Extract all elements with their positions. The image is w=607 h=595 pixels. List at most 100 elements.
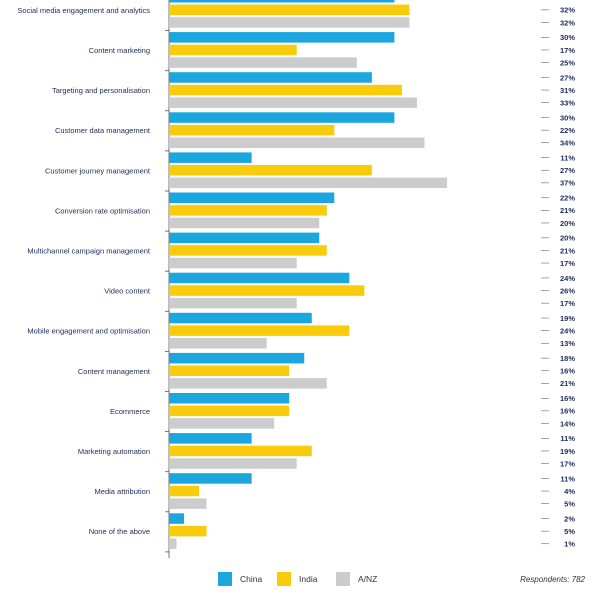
bar-a-nz <box>169 418 275 429</box>
category-label: Video content <box>104 287 151 296</box>
category-label: None of the above <box>89 527 150 536</box>
respondents-note: Respondents: 782 <box>520 575 585 584</box>
bar-china <box>169 272 350 284</box>
legend-label: A/NZ <box>358 574 378 584</box>
chart-footer: China India A/NZ Respondents: 782 <box>0 572 607 592</box>
value-label: 11% <box>560 153 575 162</box>
bar-a-nz <box>169 257 297 269</box>
bar-a-nz <box>169 538 177 549</box>
bar-a-nz <box>169 177 447 189</box>
value-label: 27% <box>560 73 575 82</box>
bar-india <box>169 405 290 417</box>
bar-india <box>169 165 372 176</box>
value-label: 33% <box>560 98 575 107</box>
bar-india <box>169 485 200 497</box>
value-label: 11% <box>560 474 575 483</box>
bar-china <box>169 72 372 83</box>
bar-china <box>169 32 395 43</box>
value-label: 17% <box>560 46 575 55</box>
value-label: 31% <box>560 86 575 95</box>
value-label: 13% <box>560 339 575 348</box>
bar-china <box>169 192 335 203</box>
category-label: Targeting and personalisation <box>52 86 150 95</box>
bar-india <box>169 124 335 136</box>
value-label: 34% <box>560 139 575 148</box>
value-label: 30% <box>560 113 575 122</box>
bar-a-nz <box>169 297 297 309</box>
value-label: 2% <box>564 514 575 523</box>
bar-a-nz <box>169 458 297 469</box>
bar-china <box>169 352 305 364</box>
bar-india <box>169 44 297 56</box>
bar-india <box>169 4 410 16</box>
value-label: 30% <box>560 0 575 2</box>
legend-label: China <box>240 574 263 584</box>
value-label: 20% <box>560 234 575 243</box>
category-label: Social media engagement and analytics <box>17 6 150 15</box>
legend-swatch <box>336 572 350 586</box>
bar-a-nz <box>169 338 267 349</box>
bar-china <box>169 232 320 244</box>
category-label: Content marketing <box>89 46 150 55</box>
value-label: 30% <box>560 33 575 42</box>
value-label: 19% <box>560 314 575 323</box>
value-label: 14% <box>560 419 575 428</box>
value-label: 5% <box>564 499 575 508</box>
legend-swatch <box>218 572 232 586</box>
bar-china <box>169 473 252 484</box>
bar-a-nz <box>169 97 417 108</box>
bar-china <box>169 393 290 404</box>
bar-china <box>169 513 185 524</box>
bar-a-nz <box>169 217 320 229</box>
bar-a-nz <box>169 17 410 28</box>
category-label: Marketing automation <box>78 447 150 456</box>
value-label: 21% <box>560 246 575 255</box>
category-label: Customer data management <box>55 126 151 135</box>
value-label: 32% <box>560 18 575 27</box>
category-label: Content management <box>78 367 151 376</box>
value-label: 16% <box>560 367 575 376</box>
bar-india <box>169 365 290 376</box>
bar-chart: Social media engagement and analytics 30%… <box>17 0 575 558</box>
legend-label: India <box>299 574 318 584</box>
category-label: Conversion rate optimisation <box>55 206 150 215</box>
value-label: 17% <box>560 259 575 268</box>
value-label: 37% <box>560 179 575 188</box>
legend-item-china: China <box>218 572 262 586</box>
category-label: Media attribution <box>95 487 150 496</box>
bar-india <box>169 445 312 457</box>
value-label: 25% <box>560 58 575 67</box>
value-label: 18% <box>560 354 575 363</box>
value-label: 17% <box>560 459 575 468</box>
value-label: 22% <box>560 194 575 203</box>
value-label: 24% <box>560 326 575 335</box>
bar-china <box>169 312 312 324</box>
category-label: Ecommerce <box>110 407 150 416</box>
value-label: 11% <box>560 434 575 443</box>
legend-swatch <box>277 572 291 586</box>
value-label: 16% <box>560 394 575 403</box>
bar-india <box>169 205 327 216</box>
value-label: 5% <box>564 527 575 536</box>
bar-china <box>169 112 395 123</box>
value-label: 16% <box>560 407 575 416</box>
bar-india <box>169 84 402 96</box>
value-label: 4% <box>564 487 575 496</box>
bar-a-nz <box>169 498 207 509</box>
value-label: 26% <box>560 286 575 295</box>
value-label: 21% <box>560 206 575 215</box>
value-label: 20% <box>560 219 575 228</box>
value-label: 1% <box>564 540 575 549</box>
value-label: 27% <box>560 166 575 175</box>
category-label: Mobile engagement and optimisation <box>27 327 150 336</box>
bar-india <box>169 245 327 256</box>
category-label: Customer journey management <box>45 166 151 175</box>
value-label: 19% <box>560 447 575 456</box>
bar-china <box>169 0 395 3</box>
bar-a-nz <box>169 137 425 148</box>
category-label: Multichannel campaign management <box>27 246 150 255</box>
bar-china <box>169 433 252 444</box>
bar-india <box>169 325 350 336</box>
value-label: 22% <box>560 126 575 135</box>
bar-china <box>169 152 252 163</box>
